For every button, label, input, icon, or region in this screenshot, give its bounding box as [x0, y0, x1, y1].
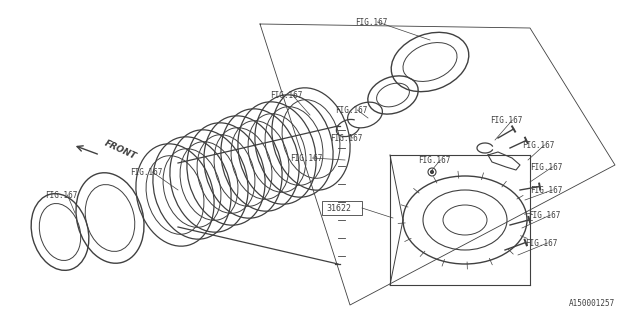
Text: FIG.167: FIG.167 [355, 18, 387, 27]
Text: FIG.167: FIG.167 [522, 140, 554, 149]
Text: FIG.167: FIG.167 [530, 163, 563, 172]
Text: FIG.167: FIG.167 [130, 167, 163, 177]
Text: FIG.167: FIG.167 [418, 156, 451, 164]
Text: FIG.167: FIG.167 [490, 116, 522, 124]
Circle shape [431, 171, 433, 173]
Text: FIG.167: FIG.167 [530, 186, 563, 195]
Text: FIG.167: FIG.167 [290, 154, 323, 163]
Text: FIG.167: FIG.167 [335, 106, 367, 115]
Text: A150001257: A150001257 [569, 299, 615, 308]
Text: 31622: 31622 [326, 204, 351, 212]
Text: FRONT: FRONT [103, 139, 138, 161]
Text: FIG.167: FIG.167 [270, 91, 302, 100]
Text: FIG.167: FIG.167 [525, 238, 557, 247]
Text: FIG.167: FIG.167 [45, 190, 77, 199]
Text: FIG.167: FIG.167 [330, 133, 362, 142]
Text: FIG.167: FIG.167 [528, 211, 561, 220]
